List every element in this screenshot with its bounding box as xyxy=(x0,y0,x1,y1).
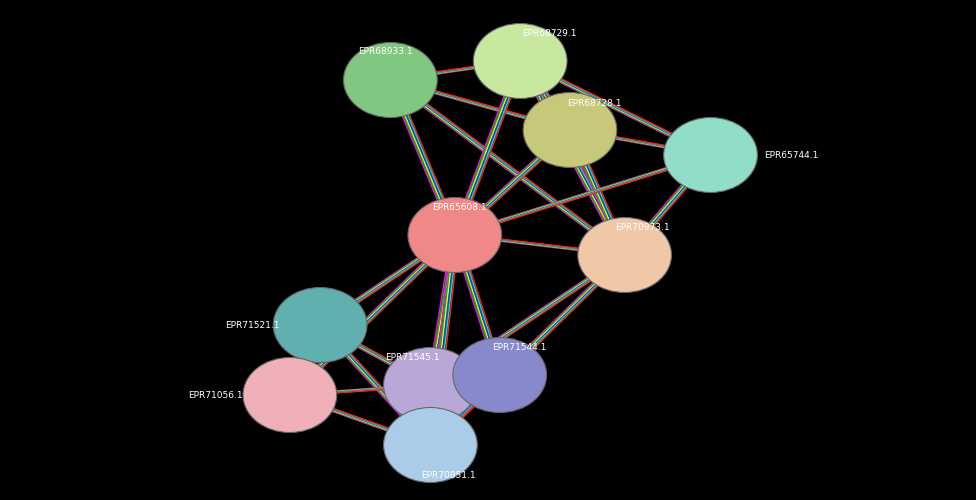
Text: EPR65744.1: EPR65744.1 xyxy=(764,150,819,160)
Ellipse shape xyxy=(344,42,437,117)
Text: EPR65608.1: EPR65608.1 xyxy=(432,203,487,212)
Ellipse shape xyxy=(473,24,567,99)
Text: EPR70851.1: EPR70851.1 xyxy=(421,470,475,480)
Text: EPR68728.1: EPR68728.1 xyxy=(567,99,622,108)
Text: EPR68729.1: EPR68729.1 xyxy=(522,29,577,38)
Ellipse shape xyxy=(384,408,477,482)
Text: EPR70973.1: EPR70973.1 xyxy=(615,223,670,232)
Text: EPR71545.1: EPR71545.1 xyxy=(386,353,440,362)
Ellipse shape xyxy=(523,92,617,168)
Ellipse shape xyxy=(408,198,502,272)
Ellipse shape xyxy=(243,358,337,432)
Ellipse shape xyxy=(453,338,547,412)
Text: EPR71544.1: EPR71544.1 xyxy=(492,343,547,352)
Text: EPR71521.1: EPR71521.1 xyxy=(224,320,279,330)
Text: EPR71056.1: EPR71056.1 xyxy=(188,390,243,400)
Ellipse shape xyxy=(664,118,757,192)
Ellipse shape xyxy=(578,218,671,292)
Text: EPR68933.1: EPR68933.1 xyxy=(358,47,413,56)
Ellipse shape xyxy=(273,288,367,362)
Ellipse shape xyxy=(384,348,477,422)
